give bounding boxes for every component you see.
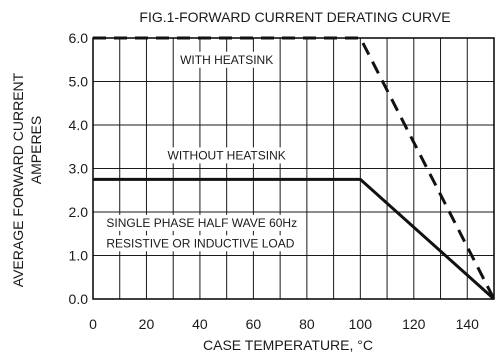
y-axis-label-line-1: AVERAGE FORWARD CURRENT	[10, 72, 26, 287]
tick-labels: 0.0 1.0 2.0 3.0 4.0 5.0 6.0 0 20 40 60 80 100 120 140	[69, 30, 480, 332]
annotation-background	[163, 147, 290, 164]
chart-annotation: WITHOUT HEATSINK	[168, 148, 286, 162]
x-tick-label: 60	[246, 316, 262, 332]
y-tick-label: 4.0	[69, 117, 89, 133]
y-tick-label: 2.0	[69, 204, 89, 220]
chart-annotation: SINGLE PHASE HALF WAVE 60Hz	[106, 216, 297, 230]
y-axis-label-line-2: AMPERES	[28, 116, 44, 184]
chart-annotation: WITH HEATSINK	[180, 53, 273, 67]
chart-title: FIG.1-FORWARD CURRENT DERATING CURVE	[139, 9, 450, 25]
x-axis-label: CASE TEMPERATURE, °C	[203, 337, 373, 353]
series-with-heatsink-line	[93, 36, 496, 300]
x-tick-label: 0	[89, 316, 97, 332]
y-tick-label: 0.0	[69, 291, 89, 307]
x-tick-label: 140	[456, 316, 480, 332]
y-tick-label: 6.0	[69, 30, 89, 46]
series-without-heatsink-line	[93, 177, 496, 301]
annotations: WITH HEATSINK WITHOUT HEATSINK SINGLE PHAS…	[102, 51, 302, 252]
series-layer	[93, 36, 496, 301]
x-tick-label: 20	[139, 316, 155, 332]
plot-grid	[93, 38, 494, 299]
annotation-background	[102, 235, 299, 252]
x-tick-label: 100	[349, 316, 373, 332]
x-tick-label: 80	[299, 316, 315, 332]
annotation-background	[102, 214, 302, 231]
annotation-background	[176, 51, 278, 68]
x-tick-label: 120	[402, 316, 426, 332]
chart-annotation: RESISTIVE OR INDUCTIVE LOAD	[106, 236, 294, 250]
x-tick-label: 40	[192, 316, 208, 332]
y-tick-label: 1.0	[69, 248, 89, 264]
y-tick-label: 3.0	[69, 161, 89, 177]
y-tick-label: 5.0	[69, 74, 89, 90]
